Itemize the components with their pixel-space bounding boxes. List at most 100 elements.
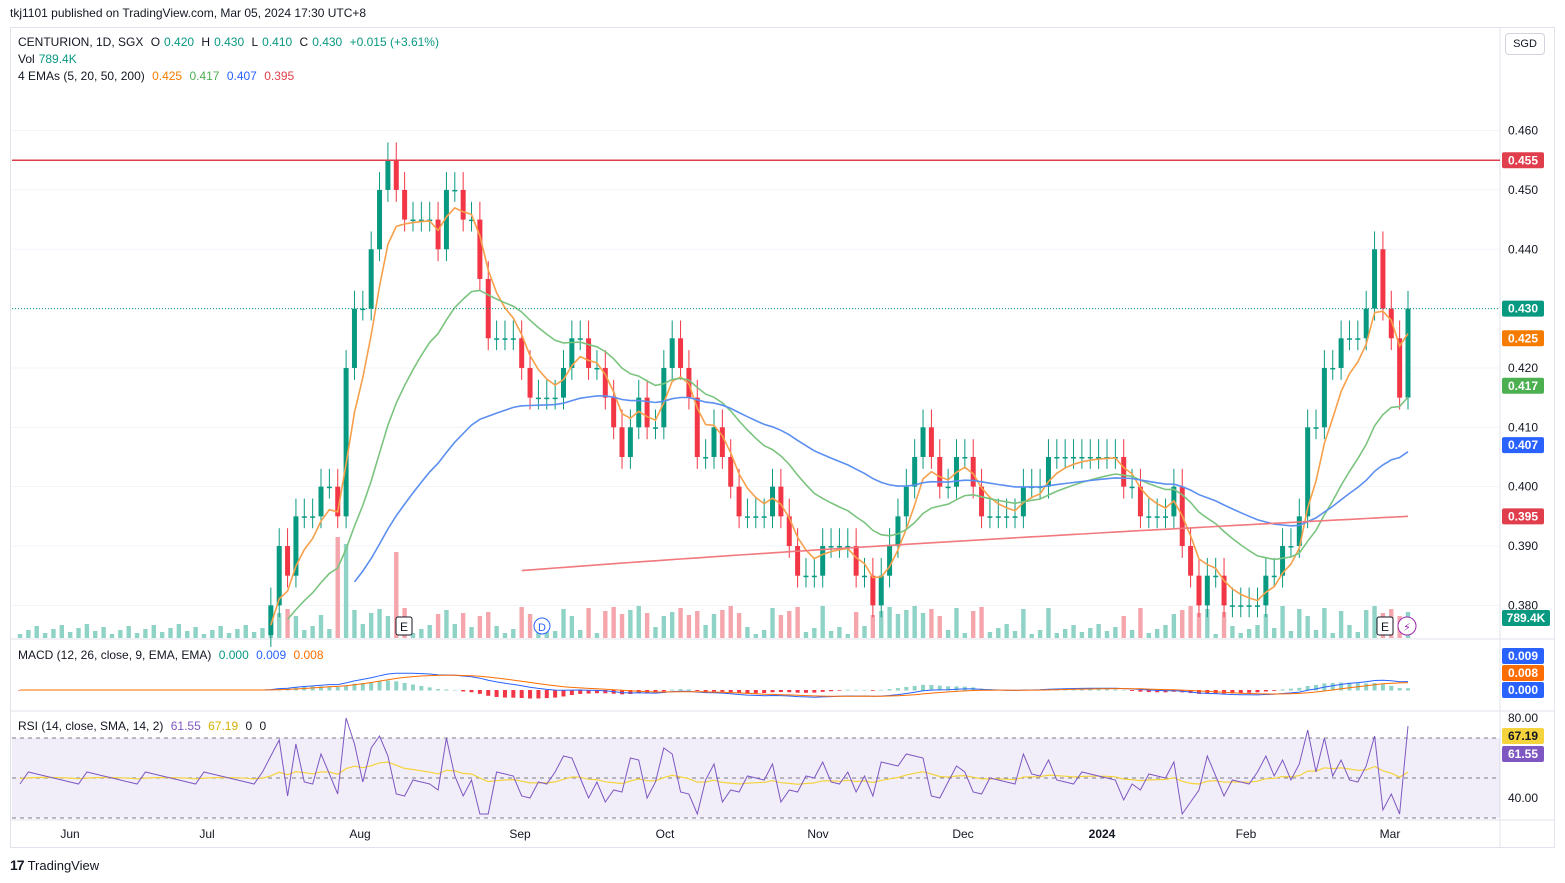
macd-label-badge <box>1502 648 1544 664</box>
macd-histogram-bar <box>477 690 482 694</box>
macd-histogram-bar <box>837 690 842 691</box>
candle-body <box>627 427 633 457</box>
volume-bar <box>1079 632 1085 638</box>
macd-label[interactable]: MACD (12, 26, close, 9, EMA, EMA) <box>18 648 212 662</box>
volume-bar <box>812 628 817 638</box>
volume-bar <box>653 627 658 638</box>
candle-body <box>1146 516 1152 518</box>
candle-body <box>1355 338 1361 340</box>
change-value: +0.015 (+3.61%) <box>349 35 439 49</box>
candle-body <box>393 160 399 190</box>
low-label: L <box>251 35 259 49</box>
tradingview-logo[interactable]: 17 TradingView <box>10 857 99 873</box>
volume-bar <box>1071 625 1076 638</box>
candle-body <box>644 397 650 428</box>
volume-bar <box>753 634 759 638</box>
volume-bar <box>477 616 483 638</box>
rsi-tick-label: 40.00 <box>1508 791 1538 805</box>
macd-histogram-bar <box>385 680 390 691</box>
volume-bar <box>937 616 942 638</box>
ema-label[interactable]: 4 EMAs (5, 20, 50, 200) <box>18 69 145 83</box>
macd-histogram-bar <box>1339 682 1344 691</box>
rsi-tick-label: 80.00 <box>1508 711 1538 725</box>
price-tick-label: 0.420 <box>1508 361 1538 375</box>
candle-body <box>1263 575 1269 606</box>
volume-label[interactable]: Vol <box>18 52 35 66</box>
volume-bar <box>996 628 1001 638</box>
macd-histogram-bar <box>519 690 524 699</box>
macd-histogram-bar <box>904 686 909 691</box>
candle-body <box>510 338 516 340</box>
volume-legend: Vol 789.4K <box>18 52 81 66</box>
volume-bar <box>435 614 441 638</box>
candle-body <box>1087 456 1093 459</box>
candle-body <box>452 189 458 192</box>
macd-value: 0.009 <box>256 648 287 662</box>
candle-body <box>1346 338 1352 340</box>
tradingview-logo-icon: 17 <box>10 857 25 873</box>
volume-bar <box>226 633 232 638</box>
candle-body <box>937 456 943 487</box>
volume-bar <box>929 609 934 638</box>
candle-body <box>1288 546 1294 548</box>
candle-body <box>928 427 934 457</box>
price-tick-label: 0.440 <box>1508 242 1538 256</box>
currency-button[interactable]: SGD <box>1505 33 1545 55</box>
candle-body <box>1221 575 1227 606</box>
volume-bar <box>1305 616 1310 638</box>
candle-body <box>920 427 926 457</box>
volume-bar <box>1062 629 1068 638</box>
candle-body <box>828 546 834 548</box>
volume-bar <box>26 630 31 638</box>
macd-histogram-bar <box>1255 690 1260 693</box>
candle-body <box>368 249 374 309</box>
macd-histogram-bar <box>444 689 449 691</box>
volume-bar <box>578 630 583 638</box>
candle-body <box>1271 575 1277 578</box>
rsi-label[interactable]: RSI (14, close, SMA, 14, 2) <box>18 719 164 733</box>
close-label: C <box>299 35 309 49</box>
volume-bar <box>711 614 717 638</box>
volume-bar <box>594 633 600 638</box>
volume-bar <box>1121 616 1126 638</box>
candle-body <box>1321 367 1327 428</box>
volume-bar <box>720 610 725 638</box>
candle-body <box>995 516 1001 518</box>
candle-body <box>795 546 801 576</box>
candle-body <box>736 486 742 517</box>
volume-bar <box>1213 634 1218 638</box>
macd-histogram-bar <box>628 690 633 695</box>
macd-histogram-bar <box>795 690 800 693</box>
volume-bar <box>1154 629 1160 638</box>
macd-histogram-bar <box>695 690 700 692</box>
price-label-badge <box>1502 330 1544 347</box>
volume-bar <box>611 607 616 638</box>
flash-marker-circle <box>1397 616 1417 636</box>
candle-body <box>786 516 792 547</box>
candle-body <box>803 575 809 578</box>
macd-histogram-bar <box>528 690 533 699</box>
volume-bar <box>962 633 968 638</box>
flash-marker: ⚡ <box>1403 621 1411 634</box>
volume-bar <box>628 610 633 638</box>
volume-bar <box>803 632 809 638</box>
price-tick-label: 0.450 <box>1508 183 1538 197</box>
symbol-label[interactable]: CENTURION, 1D, SGX <box>18 35 144 49</box>
volume-bar <box>101 627 106 638</box>
volume-bar <box>636 606 641 638</box>
time-axis-label: Feb <box>1236 827 1257 841</box>
volume-bar <box>1146 633 1151 638</box>
volume-bar <box>210 630 215 638</box>
candle-body <box>870 575 876 606</box>
price-label-text: 0.430 <box>1508 302 1538 316</box>
volume-bar <box>302 630 307 638</box>
volume-bar <box>176 624 182 638</box>
main-legend: CENTURION, 1D, SGX O 0.420 H 0.430 L 0.410 … <box>18 35 447 49</box>
close-value: 0.430 <box>312 35 343 49</box>
volume-bar <box>1255 625 1260 638</box>
macd-histogram-bar <box>778 690 783 693</box>
macd-histogram-bar <box>1079 688 1084 691</box>
candle-body <box>1229 605 1235 607</box>
macd-histogram-bar <box>319 686 324 691</box>
